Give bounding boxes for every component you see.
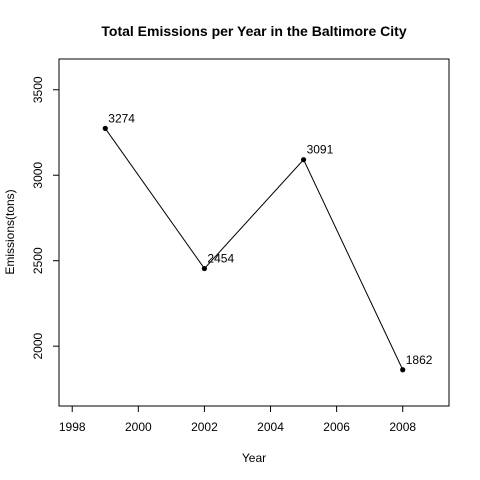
x-axis: 1998 2000 2002 2004 2006 2008 [59, 405, 416, 434]
plot-area: 3274 2454 3091 1862 [102, 111, 433, 373]
y-tick-label: 3000 [31, 162, 45, 189]
data-label: 3274 [108, 111, 135, 125]
y-axis-label: Emissions(tons) [3, 189, 17, 274]
x-tick-label: 2000 [125, 420, 152, 434]
data-label: 1862 [406, 353, 433, 367]
data-point [102, 125, 108, 131]
data-point [400, 367, 406, 373]
y-tick-label: 3500 [31, 76, 45, 103]
data-label: 3091 [307, 143, 334, 157]
x-tick-label: 2002 [191, 420, 218, 434]
data-point [201, 265, 208, 272]
y-axis: 2000 2500 3000 3500 [31, 76, 60, 360]
series-line [104, 128, 404, 370]
data-label: 2454 [207, 252, 234, 266]
y-tick-label: 2000 [31, 333, 45, 360]
y-tick-label: 2500 [31, 247, 45, 274]
x-tick-label: 1998 [59, 420, 86, 434]
x-tick-label: 2004 [257, 420, 284, 434]
chart-title: Total Emissions per Year in the Baltimor… [101, 23, 406, 39]
x-axis-label: Year [242, 451, 266, 465]
data-point [300, 157, 307, 163]
x-tick-label: 2006 [323, 420, 350, 434]
x-tick-label: 2008 [389, 420, 416, 434]
